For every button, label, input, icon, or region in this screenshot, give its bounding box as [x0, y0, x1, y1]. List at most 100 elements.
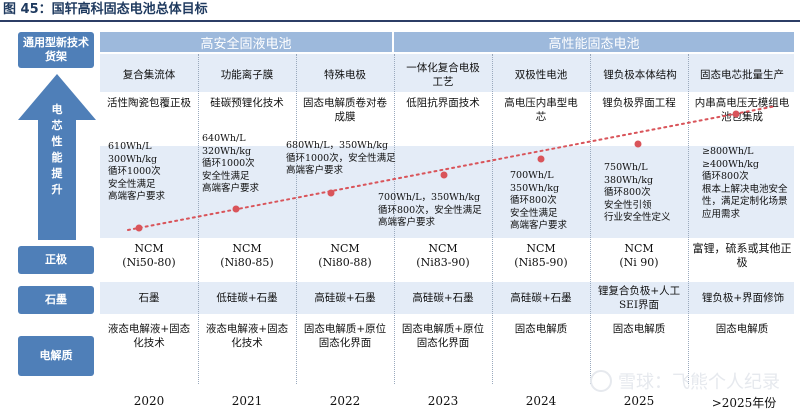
cathode-cell: NCM (Ni83-90): [394, 242, 492, 270]
spec-line: 700Wh/L: [510, 170, 554, 181]
arrow-char: 提: [51, 167, 63, 180]
cathode-cell: NCM (Ni85-90): [492, 242, 590, 270]
electrolyte-cell: 液态电解液+固态化技术: [205, 323, 289, 349]
spec-line: 安全性满足: [202, 170, 250, 182]
spec-line: 循环1000次: [108, 166, 161, 177]
column-divider: [198, 54, 199, 384]
spec-line: ≥400Wh/kg: [702, 158, 760, 170]
tech-cell: 一体化复合电极工艺: [406, 62, 480, 88]
electrolyte-cell: 液态电解液+固态化技术: [107, 323, 191, 349]
cathode-line: (Ni50-80): [122, 256, 176, 269]
spec-line: 循环1000次，安全性满足: [286, 152, 396, 164]
year-label: 2024: [525, 394, 557, 408]
detail-cell: 内串高电压无模组电池包集成: [694, 97, 790, 123]
year-label: 2020: [133, 394, 165, 408]
cathode-line: NCM: [526, 242, 556, 255]
electrolyte-cell: 固态电解质: [715, 323, 769, 335]
figure-title: 图 45：国轩高科固态电池总体目标: [3, 2, 208, 17]
detail-cell: 锂负极界面工程: [602, 97, 676, 109]
year-label: 2025: [623, 394, 655, 408]
watermark: 雪球：飞熊个人纪录: [590, 368, 780, 394]
cathode-line: NCM: [624, 242, 654, 255]
spec-line: 根本上解决电池安全性，满足定制化场景应用需求: [702, 183, 788, 220]
graphite-cell: 锂复合负极+人工SEI界面: [597, 285, 681, 311]
arrow-char: 性: [51, 135, 63, 148]
spec-line: 行业安全性定义: [604, 212, 671, 223]
spec-block: 610Wh/L 300Wh/kg 循环1000次 安全性满足 高端客户要求: [108, 141, 196, 204]
year-label: 2021: [231, 394, 263, 408]
arrow-char: 芯: [51, 119, 63, 132]
year-label: 2023: [427, 394, 459, 408]
electrolyte-cell: 固态电解质+原位固态化界面: [401, 323, 485, 349]
spec-line: 循环800次: [604, 187, 651, 198]
detail-cell: 硅碳预锂化技术: [210, 97, 284, 109]
spec-line: 640Wh/L: [202, 133, 246, 144]
electrolyte-cell: 固态电解质: [514, 323, 568, 335]
cathode-label: 正极: [18, 246, 94, 274]
arrow-char: 升: [51, 183, 63, 196]
cathode-line: (Ni80-85): [220, 256, 274, 269]
spec-line: 循环1000次: [202, 158, 255, 169]
spec-line: 300Wh/kg: [108, 153, 158, 165]
year-label: 2022: [329, 394, 361, 408]
tech-cell: 复合集流体: [122, 69, 176, 81]
spec-line: 610Wh/L: [108, 141, 152, 152]
cathode-cell: NCM (Ni50-80): [100, 242, 198, 270]
graphite-cell: 高硅碳+石墨: [412, 292, 474, 304]
detail-cell: 低阻抗界面技术: [406, 97, 480, 109]
cathode-line: (Ni 90): [619, 256, 659, 269]
cathode-line: NCM: [330, 242, 360, 255]
cathode-line: 富锂，硫系或其他正极: [692, 242, 792, 269]
cathode-cell: NCM (Ni 90): [590, 242, 688, 270]
spec-line: 循环800次，安全性满足: [378, 204, 482, 216]
spec-line: ≥800Wh/L: [702, 146, 754, 157]
spec-block: 750Wh/L 380Wh/kg 循环800次 安全性引领 行业安全性定义: [604, 162, 688, 225]
spec-block: 700Wh/L，350Wh/kg 循环800次，安全性满足 高端客户要求: [378, 192, 506, 230]
spec-line: 高端客户要求: [108, 191, 166, 202]
year-label: >2025年份: [711, 396, 777, 410]
electrolyte-cell: 固态电解质: [612, 323, 666, 335]
detail-cell: 活性陶瓷包覆正极: [107, 97, 191, 109]
background-stripe: [100, 282, 794, 314]
column-divider: [296, 54, 297, 384]
performance-up-label: 电 芯 性 能 提 升: [48, 102, 66, 198]
spec-line: 安全性引领: [604, 199, 652, 211]
spec-block: 700Wh/L 350Wh/kg 循环800次 安全性满足 高端客户要求: [510, 170, 592, 233]
graphite-label: 石墨: [18, 286, 94, 314]
spec-line: 安全性满足: [510, 207, 558, 219]
performance-band-header: 高性能固态电池: [394, 32, 794, 52]
tech-cell: 功能离子膜: [220, 69, 274, 81]
cathode-line: (Ni83-90): [416, 256, 470, 269]
arrow-char: 电: [51, 103, 63, 116]
tech-cell: 特殊电极: [324, 69, 366, 81]
spec-block: 680Wh/L，350Wh/kg 循环1000次，安全性满足 高端客户要求: [286, 140, 410, 178]
cathode-line: (Ni85-90): [514, 256, 568, 269]
spec-block: 640Wh/L 320Wh/kg 循环1000次 安全性满足 高端客户要求: [202, 133, 294, 196]
spec-line: 高端客户要求: [510, 220, 568, 231]
spec-line: 320Wh/kg: [202, 145, 252, 157]
spec-block: ≥800Wh/L ≥400Wh/kg 循环800次 根本上解决电池安全性，满足定…: [702, 146, 794, 221]
background-stripe: [100, 54, 794, 92]
arrow-char: 能: [51, 151, 63, 164]
spec-line: 高端客户要求: [286, 165, 344, 176]
graphite-cell: 低硅碳+石墨: [216, 292, 278, 304]
spec-line: 380Wh/kg: [604, 174, 654, 186]
detail-cell: 固态电解质卷对卷成膜: [303, 97, 387, 123]
performance-up-arrow-icon: [18, 74, 96, 240]
cathode-line: NCM: [134, 242, 164, 255]
tech-cell: 固态电芯批量生产: [700, 69, 784, 81]
spec-line: 750Wh/L: [604, 162, 648, 173]
spec-line: 高端客户要求: [378, 217, 436, 228]
watermark-logo-icon: [590, 370, 612, 392]
cathode-cell: 富锂，硫系或其他正极: [692, 242, 792, 270]
spec-line: 高端客户要求: [202, 183, 260, 194]
cathode-line: (Ni80-88): [318, 256, 372, 269]
electrolyte-label: 电解质: [18, 336, 94, 376]
spec-line: 350Wh/kg: [510, 182, 560, 194]
graphite-cell: 石墨: [138, 292, 160, 304]
graphite-cell: 锂负极+界面修饰: [701, 292, 785, 304]
graphite-cell: 高硅碳+石墨: [314, 292, 376, 304]
new-tech-shelf-label: 通用型新技术货架: [18, 32, 94, 68]
detail-cell: 高电压内串型电芯: [504, 97, 578, 123]
electrolyte-cell: 固态电解质+原位固态化界面: [303, 323, 387, 349]
